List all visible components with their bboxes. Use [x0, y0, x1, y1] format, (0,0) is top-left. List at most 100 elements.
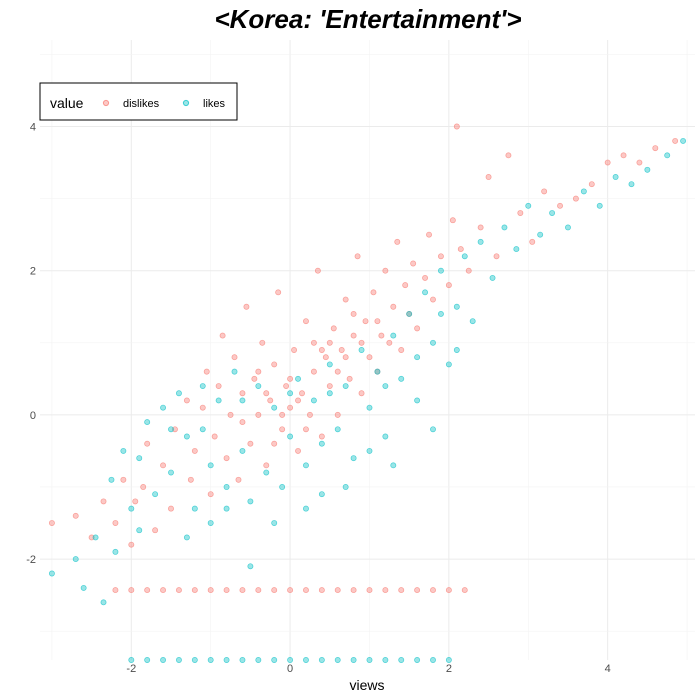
dislikes-point — [342, 354, 349, 361]
likes-point — [136, 455, 143, 462]
likes-point — [549, 210, 556, 216]
likes-point — [430, 339, 436, 346]
dislikes-point — [279, 426, 286, 433]
likes-point — [239, 657, 246, 663]
likes-point — [207, 520, 214, 526]
dislikes-point — [398, 587, 405, 594]
dislikes-point — [235, 476, 242, 483]
likes-point — [664, 152, 671, 159]
dislikes-point — [251, 375, 258, 382]
dislikes-point — [358, 339, 365, 346]
likes-point — [247, 563, 254, 570]
likes-point — [437, 267, 444, 274]
dislikes-point — [275, 289, 282, 296]
likes-point — [366, 404, 373, 411]
likes-point — [92, 534, 99, 541]
dislikes-point — [259, 339, 266, 346]
likes-point — [390, 462, 397, 469]
likes-point — [334, 426, 341, 433]
likes-point — [430, 657, 436, 663]
likes-point — [100, 599, 107, 606]
dislikes-point — [342, 296, 349, 303]
dislikes-point — [326, 339, 333, 346]
dislikes-point — [128, 587, 135, 594]
dislikes-point — [191, 447, 198, 454]
likes-point — [414, 354, 421, 361]
likes-point — [287, 433, 294, 440]
likes-point — [303, 462, 309, 469]
tick-labels: -2 0 2 4 -2 0 2 4 — [26, 122, 611, 675]
likes-point — [414, 397, 421, 404]
likes-point — [406, 311, 413, 317]
chart-title: <Korea: 'Entertainment'> — [214, 4, 521, 34]
dislikes-point — [445, 282, 452, 289]
dislikes-point — [318, 433, 325, 440]
dislikes-point — [318, 587, 325, 594]
dislikes-point — [557, 202, 563, 209]
dislikes-point — [239, 419, 246, 426]
legend-likes-swatch — [182, 99, 190, 107]
likes-point — [501, 224, 508, 231]
dislikes-point — [529, 238, 536, 245]
dislikes-point — [144, 440, 151, 447]
series-dislikes — [48, 123, 679, 594]
dislikes-point — [410, 260, 417, 267]
likes-point — [382, 383, 389, 389]
likes-point — [120, 447, 127, 454]
dislikes-point — [437, 253, 444, 260]
dislikes-point — [398, 347, 405, 353]
dislikes-point — [517, 210, 524, 216]
likes-point — [489, 274, 496, 281]
likes-point — [175, 657, 182, 663]
dislikes-point — [636, 159, 643, 166]
likes-point — [255, 657, 262, 663]
likes-point — [199, 383, 206, 389]
dislikes-point — [465, 267, 472, 274]
likes-point — [239, 447, 246, 454]
likes-point — [231, 368, 238, 375]
likes-point — [223, 657, 230, 663]
likes-point — [453, 303, 460, 310]
likes-point — [144, 419, 151, 426]
likes-point — [680, 137, 687, 144]
likes-point — [255, 383, 262, 389]
dislikes-point — [207, 587, 214, 594]
y-tick-label: -2 — [26, 554, 36, 566]
dislikes-point — [187, 476, 194, 483]
dislikes-point — [112, 520, 119, 526]
dislikes-point — [144, 587, 151, 594]
likes-point — [207, 657, 214, 663]
likes-point — [318, 491, 325, 498]
likes-point — [279, 484, 286, 490]
dislikes-point — [255, 587, 262, 594]
dislikes-point — [334, 368, 341, 375]
dislikes-point — [314, 267, 321, 274]
dislikes-point — [370, 289, 377, 296]
likes-point — [183, 433, 190, 440]
x-tick-label: -2 — [126, 663, 136, 675]
likes-point — [287, 390, 294, 397]
dislikes-point — [382, 267, 389, 274]
dislikes-point — [505, 152, 512, 159]
likes-point — [136, 527, 143, 534]
dislikes-point — [354, 253, 361, 260]
dislikes-point — [422, 274, 429, 281]
dislikes-point — [291, 347, 298, 353]
dislikes-point — [239, 390, 246, 397]
dislikes-point — [263, 462, 270, 469]
dislikes-point — [306, 411, 313, 418]
dislikes-point — [672, 137, 679, 144]
likes-point — [628, 181, 635, 188]
likes-point — [318, 657, 325, 663]
likes-point — [326, 390, 333, 397]
likes-point — [271, 404, 278, 411]
dislikes-point — [350, 332, 357, 339]
dislikes-point — [271, 440, 278, 447]
dislikes-point — [386, 339, 393, 346]
dislikes-point — [219, 332, 226, 339]
dislikes-point — [350, 587, 357, 594]
grid-lines — [40, 40, 695, 660]
dislikes-point — [310, 339, 317, 346]
likes-point — [112, 548, 119, 555]
dislikes-point — [604, 159, 611, 166]
